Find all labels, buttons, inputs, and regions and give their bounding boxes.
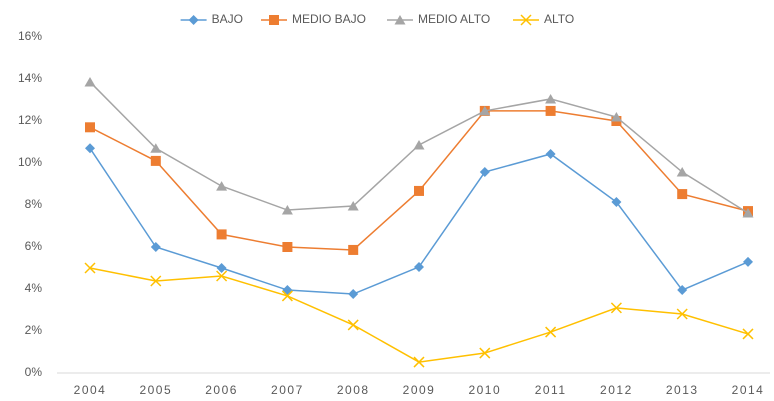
x-tick-label: 2005 <box>139 383 172 397</box>
legend-label: ALTO <box>544 12 574 26</box>
data-point <box>479 105 491 116</box>
data-point <box>677 285 688 296</box>
series-line <box>89 147 749 295</box>
data-point <box>479 347 491 359</box>
legend-item: MEDIO ALTO <box>387 12 490 26</box>
legend-marker <box>520 14 532 26</box>
data-point <box>414 185 424 196</box>
legend-label: MEDIO ALTO <box>418 12 490 26</box>
y-tick-label: 4% <box>25 281 43 295</box>
data-point <box>742 207 754 218</box>
data-point <box>85 122 95 133</box>
data-point <box>150 143 162 153</box>
x-tick-label: 2007 <box>271 383 304 397</box>
data-point <box>479 167 490 178</box>
data-point <box>676 167 688 177</box>
y-tick-label: 8% <box>25 197 43 211</box>
data-point <box>347 319 359 331</box>
series-line <box>89 110 749 251</box>
legend-item: ALTO <box>513 12 574 26</box>
data-point <box>348 289 359 300</box>
data-point <box>545 326 557 338</box>
y-tick-label: 6% <box>25 239 43 253</box>
data-point <box>282 242 293 252</box>
data-point <box>150 155 161 166</box>
data-point <box>676 308 688 320</box>
data-point <box>414 261 424 272</box>
data-point <box>413 356 425 368</box>
data-point <box>545 93 557 104</box>
x-tick-label: 2013 <box>666 383 699 397</box>
data-point <box>216 263 227 273</box>
y-tick-label: 16% <box>18 29 42 43</box>
legend-item: BAJO <box>180 12 243 26</box>
legend-label: BAJO <box>212 12 243 26</box>
data-point <box>413 139 425 150</box>
legend-marker <box>394 15 406 25</box>
data-point <box>545 105 556 116</box>
x-tick-label: 2004 <box>74 383 107 397</box>
legend-label: MEDIO BAJO <box>292 12 366 26</box>
data-point <box>281 205 293 215</box>
x-tick-label: 2006 <box>205 383 238 397</box>
x-tick-label: 2012 <box>600 383 633 397</box>
data-point <box>743 256 753 267</box>
data-point <box>610 112 622 122</box>
x-tick-label: 2010 <box>468 383 501 397</box>
data-point <box>545 148 556 159</box>
data-point <box>347 201 359 211</box>
data-point <box>84 262 96 274</box>
legend-marker <box>269 15 279 25</box>
y-tick-label: 10% <box>18 155 42 169</box>
data-point <box>282 285 293 296</box>
data-point <box>84 76 96 87</box>
y-tick-label: 2% <box>25 323 43 337</box>
x-tick-label: 2008 <box>337 383 370 397</box>
y-tick-label: 0% <box>25 365 43 379</box>
x-tick-label: 2011 <box>535 383 567 397</box>
y-tick-label: 14% <box>18 71 42 85</box>
data-point <box>281 290 293 302</box>
data-point <box>150 275 162 287</box>
x-tick-label: 2014 <box>732 383 765 397</box>
y-tick-label: 12% <box>18 113 42 127</box>
legend-marker <box>188 15 199 25</box>
data-point <box>742 328 754 340</box>
series-line <box>89 267 749 363</box>
legend-item: MEDIO BAJO <box>261 12 366 26</box>
data-point <box>216 181 228 191</box>
data-point <box>677 189 688 200</box>
data-point <box>610 302 622 314</box>
data-point <box>150 242 161 252</box>
data-point <box>348 244 359 255</box>
x-tick-label: 2009 <box>403 383 436 397</box>
data-point <box>216 270 228 282</box>
data-point <box>85 143 95 154</box>
data-point <box>611 197 622 208</box>
data-point <box>216 229 227 240</box>
